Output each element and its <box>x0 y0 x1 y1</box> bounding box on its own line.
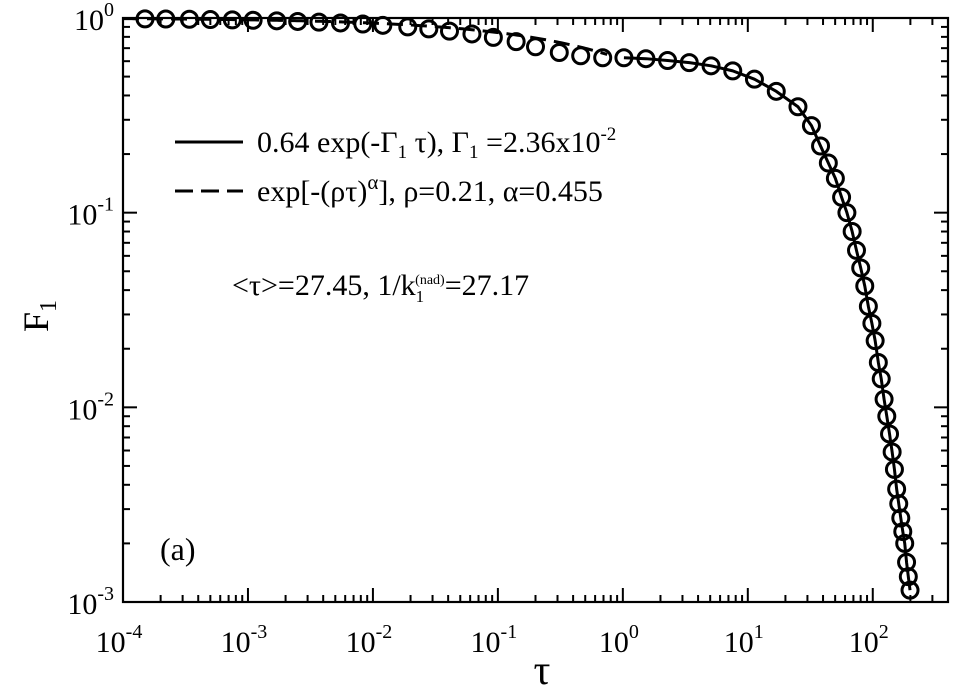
fit-curves <box>122 17 912 591</box>
data-point <box>895 533 915 553</box>
y-axis-label: F1 <box>16 300 62 332</box>
data-point <box>636 49 656 69</box>
data-markers <box>135 9 920 600</box>
data-point <box>818 153 838 173</box>
data-point <box>419 19 439 39</box>
axis-ticks <box>122 17 949 603</box>
data-point <box>679 53 699 73</box>
data-point <box>658 50 678 70</box>
plot-frame <box>121 16 950 604</box>
data-point <box>801 116 821 136</box>
data-point <box>858 296 878 316</box>
data-point <box>865 331 885 351</box>
data-point <box>156 9 176 29</box>
legend-entry-1: 0.64 exp(-Γ1 τ), Γ1 =2.36x10-2 <box>257 124 616 163</box>
data-point <box>847 240 866 260</box>
data-point <box>135 9 155 29</box>
x-axis-label: τ <box>534 648 551 692</box>
x-tick-label: 10-2 <box>346 621 393 659</box>
data-point <box>842 222 862 242</box>
data-point <box>330 13 350 33</box>
data-point <box>200 10 220 30</box>
y-axis-label-base: F <box>16 312 56 332</box>
data-point <box>267 11 287 31</box>
data-point <box>549 42 569 62</box>
x-tick-label: 10-4 <box>96 621 143 659</box>
data-point <box>483 27 503 47</box>
data-point <box>179 9 199 29</box>
data-point <box>353 14 373 34</box>
data-point <box>825 168 845 188</box>
data-point <box>900 580 920 600</box>
y-axis-label-sub: 1 <box>36 300 62 312</box>
series-solid-fit <box>623 56 912 591</box>
x-tick-label: 10-3 <box>221 621 268 659</box>
legend-entry-2: exp[-(ρτ)α], ρ=0.21, α=0.455 <box>257 170 603 208</box>
data-point <box>744 69 764 89</box>
data-point <box>526 37 545 57</box>
data-point <box>309 12 329 32</box>
data-point <box>701 56 721 76</box>
panel-label: (a) <box>160 531 196 567</box>
data-point <box>506 32 526 52</box>
y-tick-label: 10-1 <box>67 194 114 232</box>
data-point <box>288 11 308 31</box>
data-point <box>811 136 831 156</box>
data-point <box>571 46 591 66</box>
data-point <box>884 459 904 479</box>
data-point <box>880 424 900 444</box>
data-point <box>898 567 918 587</box>
data-point <box>862 313 882 333</box>
data-point <box>614 48 634 68</box>
y-tick-label: 10-3 <box>67 583 114 621</box>
x-tick-label: 100 <box>599 621 639 659</box>
data-point <box>891 508 911 528</box>
data-point <box>882 442 902 462</box>
data-point <box>398 17 418 37</box>
data-point <box>837 203 857 223</box>
data-point <box>877 406 897 426</box>
data-point <box>243 10 263 30</box>
data-point <box>373 15 393 35</box>
data-point <box>462 24 482 44</box>
x-tick-label: 101 <box>724 621 764 659</box>
data-point <box>593 48 613 68</box>
y-tick-label: 100 <box>74 0 114 37</box>
annotation-mean-time: <τ>=27.45, 1/k1(nad)=27.17 <box>232 269 529 306</box>
data-point <box>222 10 242 30</box>
x-tick-label: 102 <box>849 621 889 659</box>
data-point <box>855 276 875 296</box>
legend: 0.64 exp(-Γ1 τ), Γ1 =2.36x10-2 exp[-(ρτ)… <box>175 124 616 208</box>
y-tick-label: 10-2 <box>67 388 114 426</box>
data-point <box>851 258 871 278</box>
data-point <box>893 522 913 542</box>
data-point <box>723 61 743 81</box>
data-point <box>788 97 808 117</box>
x-tick-label: 10-1 <box>471 621 518 659</box>
data-point <box>871 369 891 389</box>
data-point <box>440 21 459 41</box>
data-point <box>766 81 786 101</box>
